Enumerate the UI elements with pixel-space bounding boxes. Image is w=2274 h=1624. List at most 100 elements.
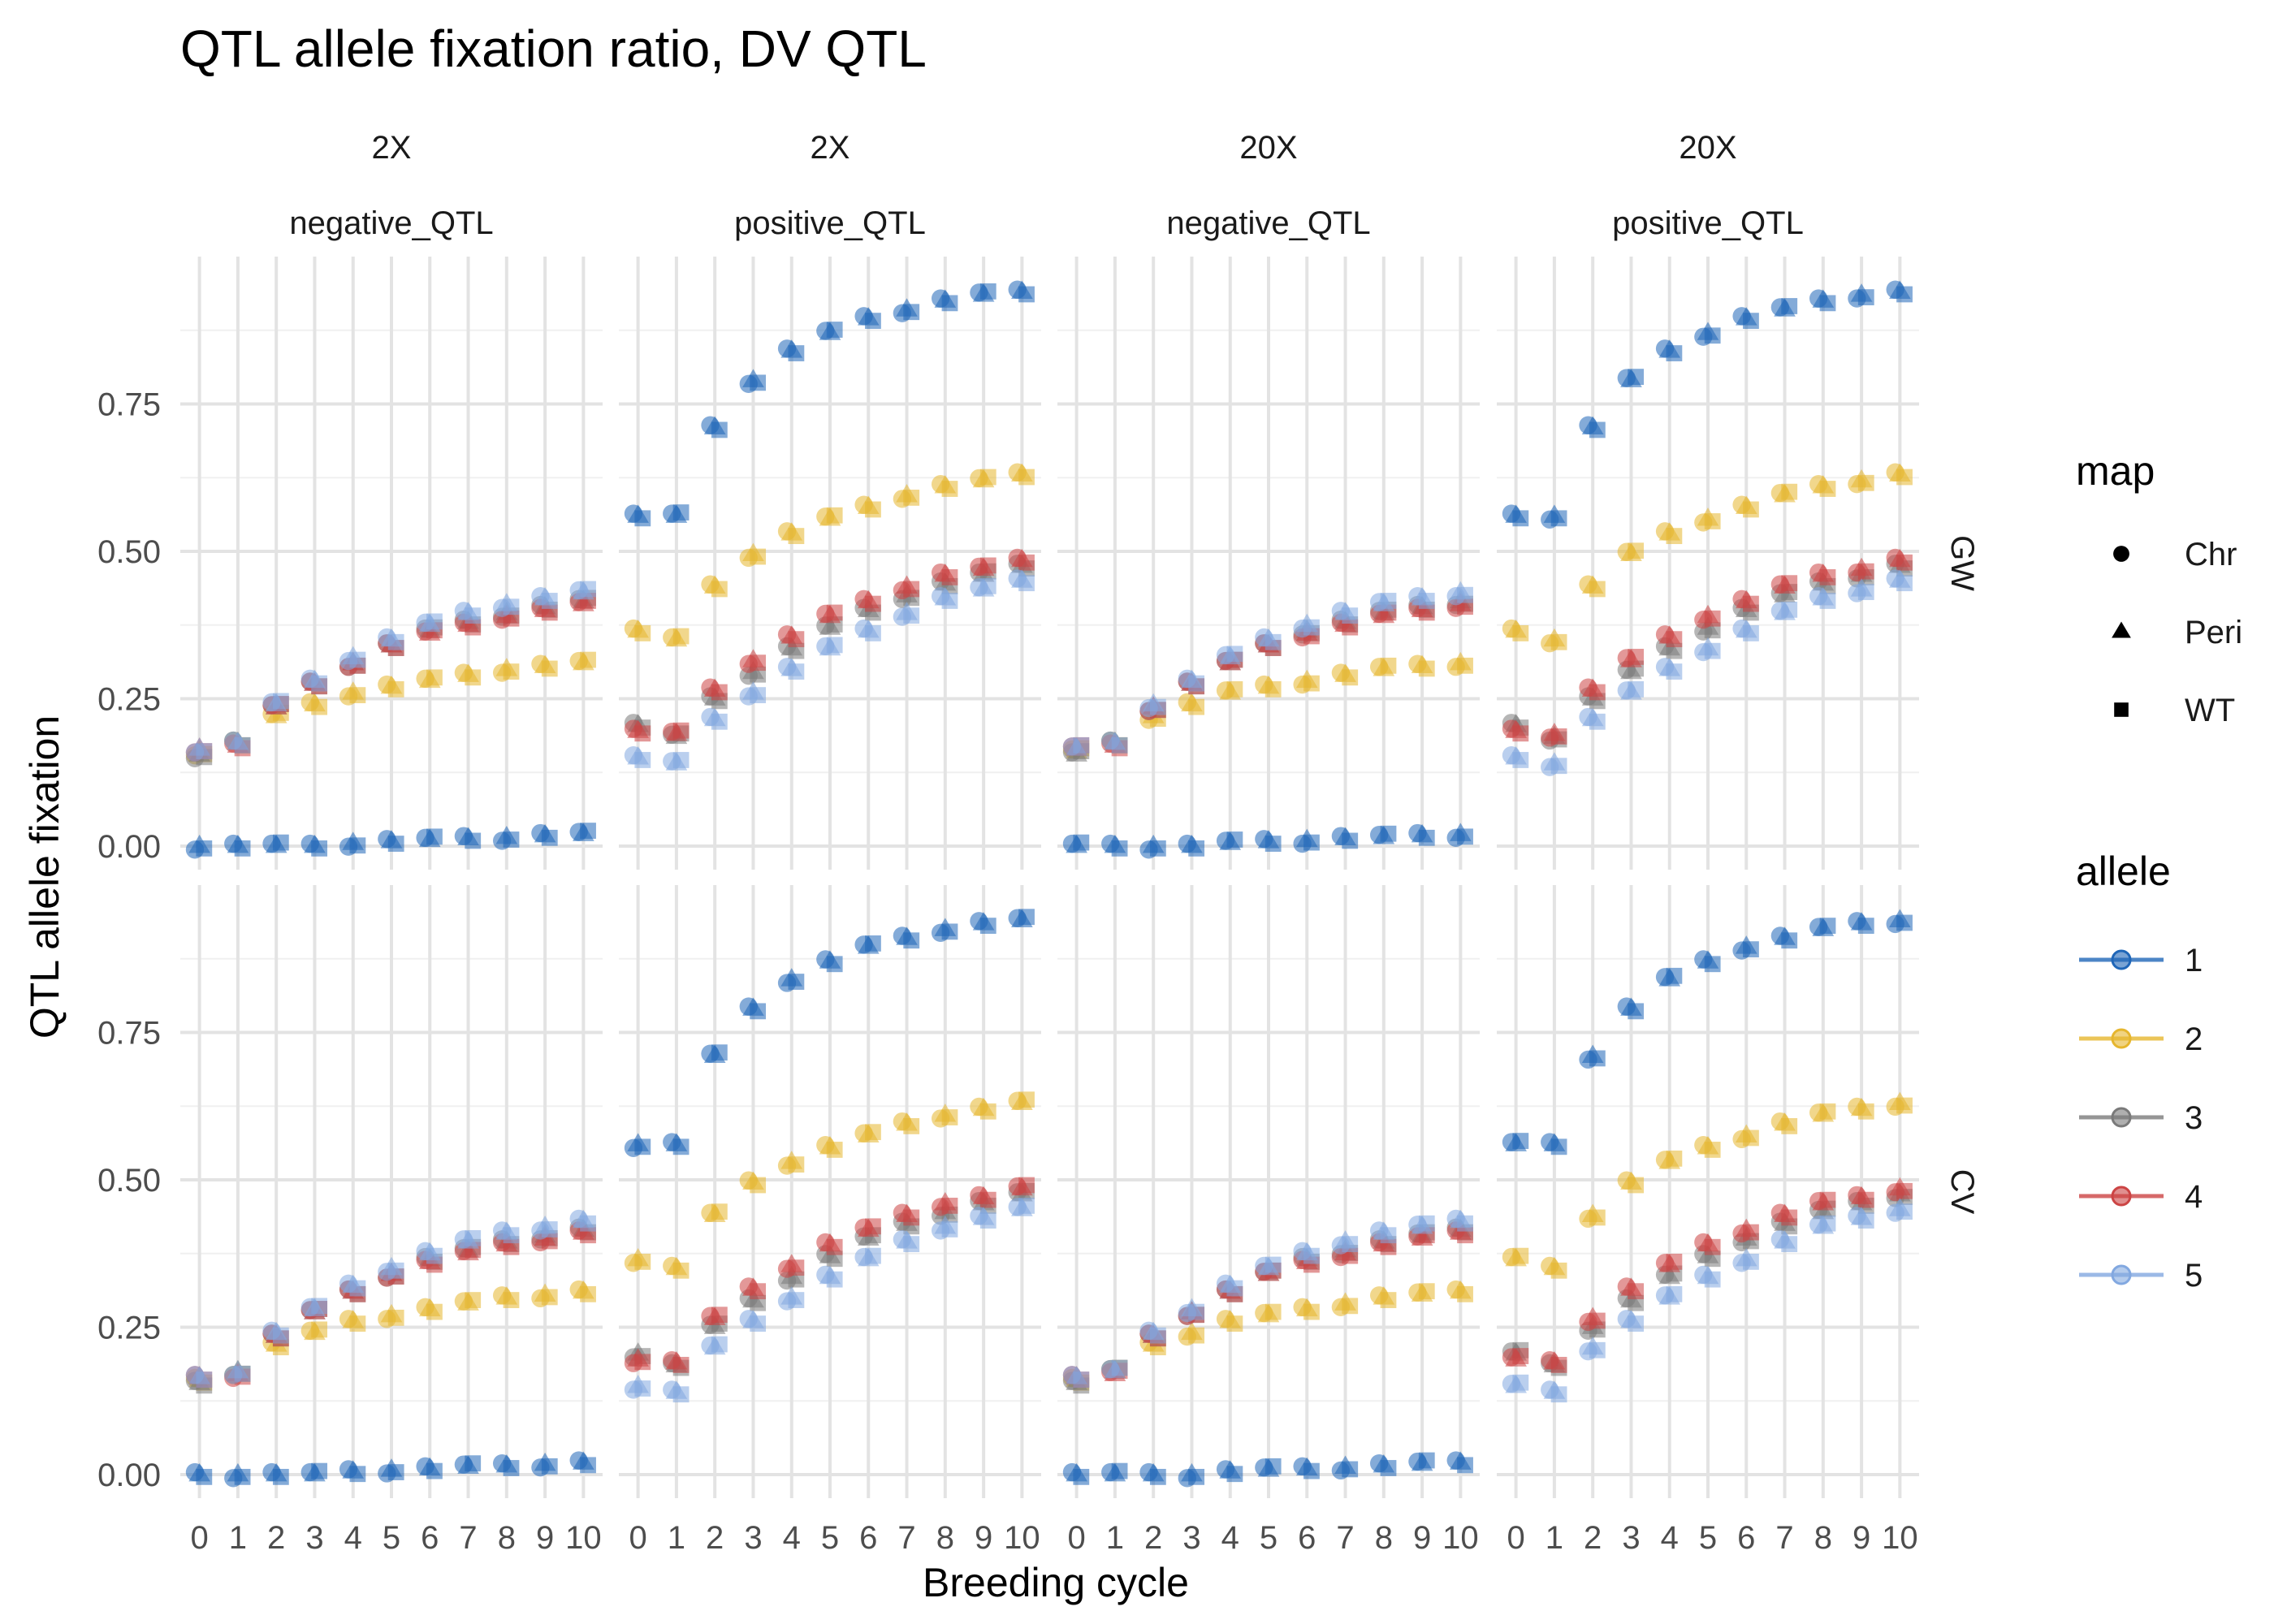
x-tick-label: 9	[1852, 1520, 1870, 1556]
point-allele-2-square	[941, 481, 958, 497]
point-allele-5-square	[465, 1229, 482, 1246]
x-tick-label: 1	[1546, 1520, 1563, 1556]
point-allele-5-square	[1342, 607, 1359, 624]
panel-r2-c2	[619, 885, 1041, 1498]
point-allele-2-square	[503, 663, 520, 680]
point-allele-5-square	[1188, 1303, 1205, 1320]
x-tick-label: 0	[1068, 1520, 1086, 1556]
x-tick-label: 3	[1182, 1520, 1200, 1556]
x-tick-label: 10	[1004, 1520, 1040, 1556]
point-allele-4-square	[1743, 595, 1759, 612]
y-tick-label: 0.50	[97, 1163, 161, 1199]
point-allele-2-square	[865, 501, 881, 518]
point-allele-4-square	[750, 1283, 767, 1300]
point-allele-5-square	[234, 736, 251, 754]
y-tick-label: 0.50	[97, 534, 161, 570]
point-allele-1-square	[1342, 1461, 1359, 1478]
point-allele-5-square	[1149, 698, 1166, 715]
point-allele-1-square	[865, 313, 881, 330]
point-allele-2-square	[634, 1253, 651, 1270]
point-allele-1-square	[1781, 298, 1798, 314]
point-allele-5-square	[1303, 1247, 1320, 1264]
point-allele-5-square	[788, 1292, 805, 1308]
point-allele-1-square	[387, 1464, 404, 1480]
point-allele-5-square	[1819, 593, 1836, 609]
point-allele-1-square	[750, 374, 767, 391]
point-allele-2-square	[1188, 698, 1205, 715]
point-allele-2-square	[1380, 1292, 1397, 1308]
x-tick-label: 9	[536, 1520, 554, 1556]
point-allele-5-square	[750, 1315, 767, 1332]
point-allele-1-square	[272, 834, 289, 851]
point-allele-5-square	[580, 1215, 596, 1232]
point-allele-1-square	[865, 935, 881, 952]
x-tick-label: 8	[936, 1520, 954, 1556]
point-allele-4-square	[1628, 1283, 1645, 1300]
y-tick-label: 0.75	[97, 1015, 161, 1051]
x-tick-label: 5	[383, 1520, 400, 1556]
strip-row-label: GW	[1944, 535, 1980, 591]
point-allele-4-square	[826, 604, 843, 621]
point-allele-5-square	[865, 624, 881, 641]
point-allele-1-square	[672, 1138, 690, 1155]
y-tick-label: 0.75	[97, 387, 161, 422]
point-allele-1-square	[1149, 840, 1166, 857]
point-allele-5-square	[979, 577, 996, 594]
point-allele-5-square	[672, 752, 690, 768]
x-tick-label: 2	[267, 1520, 285, 1556]
strip-top-label: 20X	[1239, 130, 1297, 166]
point-allele-1-square	[580, 1457, 596, 1474]
point-allele-1-square	[1819, 918, 1836, 934]
point-allele-5-square	[1550, 1386, 1567, 1403]
point-allele-1-square	[634, 510, 651, 527]
legend-map-key-circle	[2113, 546, 2129, 562]
legend-map-label: WT	[2185, 693, 2235, 728]
point-allele-5-square	[941, 1221, 958, 1237]
point-allele-4-square	[1743, 1224, 1759, 1241]
legend-map: map Chr Peri WT	[2076, 448, 2242, 728]
x-tick-label: 4	[344, 1520, 362, 1556]
point-allele-1-square	[272, 1468, 289, 1485]
point-allele-5-square	[634, 1380, 651, 1397]
point-allele-5-square	[1743, 624, 1759, 641]
point-allele-5-square	[1819, 1215, 1836, 1232]
x-axis-ticks: 0 1 2 3 4 5 6 7 8 9 10 0 1 2 3 4 5 6 7 8 9 10 0 1 2 3 4 5 6 7 8 9 10 0 1 2 3…	[191, 1520, 1918, 1556]
point-allele-4-square	[865, 1218, 881, 1235]
legend-allele-title: allele	[2076, 849, 2171, 894]
point-allele-5-square	[196, 743, 213, 759]
point-allele-2-square	[1303, 1303, 1320, 1320]
x-tick-label: 1	[229, 1520, 247, 1556]
point-allele-1-square	[1512, 510, 1529, 527]
point-allele-2-square	[1303, 675, 1320, 692]
point-allele-4-square	[1781, 575, 1798, 592]
point-allele-4-square	[941, 1198, 958, 1214]
point-allele-1-square	[541, 1458, 558, 1475]
y-axis-ticks: 0.00 0.25 0.50 0.75 0.00 0.25 0.50 0.75	[97, 387, 161, 1492]
point-allele-1-square	[1743, 941, 1759, 958]
x-tick-label: 7	[459, 1520, 477, 1556]
x-tick-label: 6	[1298, 1520, 1316, 1556]
panel-r2-c3	[1057, 885, 1480, 1498]
point-allele-2-square	[1226, 1315, 1243, 1332]
point-allele-1-square	[1704, 327, 1721, 344]
point-allele-5-square	[1457, 586, 1473, 603]
point-allele-4-square	[788, 1259, 805, 1276]
point-allele-2-square	[788, 528, 805, 545]
point-allele-1-square	[1149, 1468, 1166, 1485]
point-allele-1-square	[1380, 1460, 1397, 1476]
point-allele-2-square	[503, 1292, 520, 1308]
point-allele-4-square	[1550, 728, 1567, 745]
point-allele-1-square	[1896, 286, 1913, 303]
x-tick-label: 0	[191, 1520, 209, 1556]
point-allele-1-square	[1589, 421, 1606, 438]
point-allele-4-square	[750, 654, 767, 672]
point-allele-4-square	[672, 722, 690, 739]
y-axis-label: QTL allele fixation	[22, 715, 67, 1039]
point-allele-2-square	[1265, 680, 1282, 698]
strip-top-label: 20X	[1679, 130, 1736, 166]
x-tick-label: 8	[498, 1520, 516, 1556]
point-allele-2-square	[1418, 660, 1435, 677]
strip-bottom-label: negative_QTL	[1166, 205, 1370, 241]
x-tick-label: 7	[1775, 1520, 1793, 1556]
point-allele-1-square	[503, 831, 520, 848]
